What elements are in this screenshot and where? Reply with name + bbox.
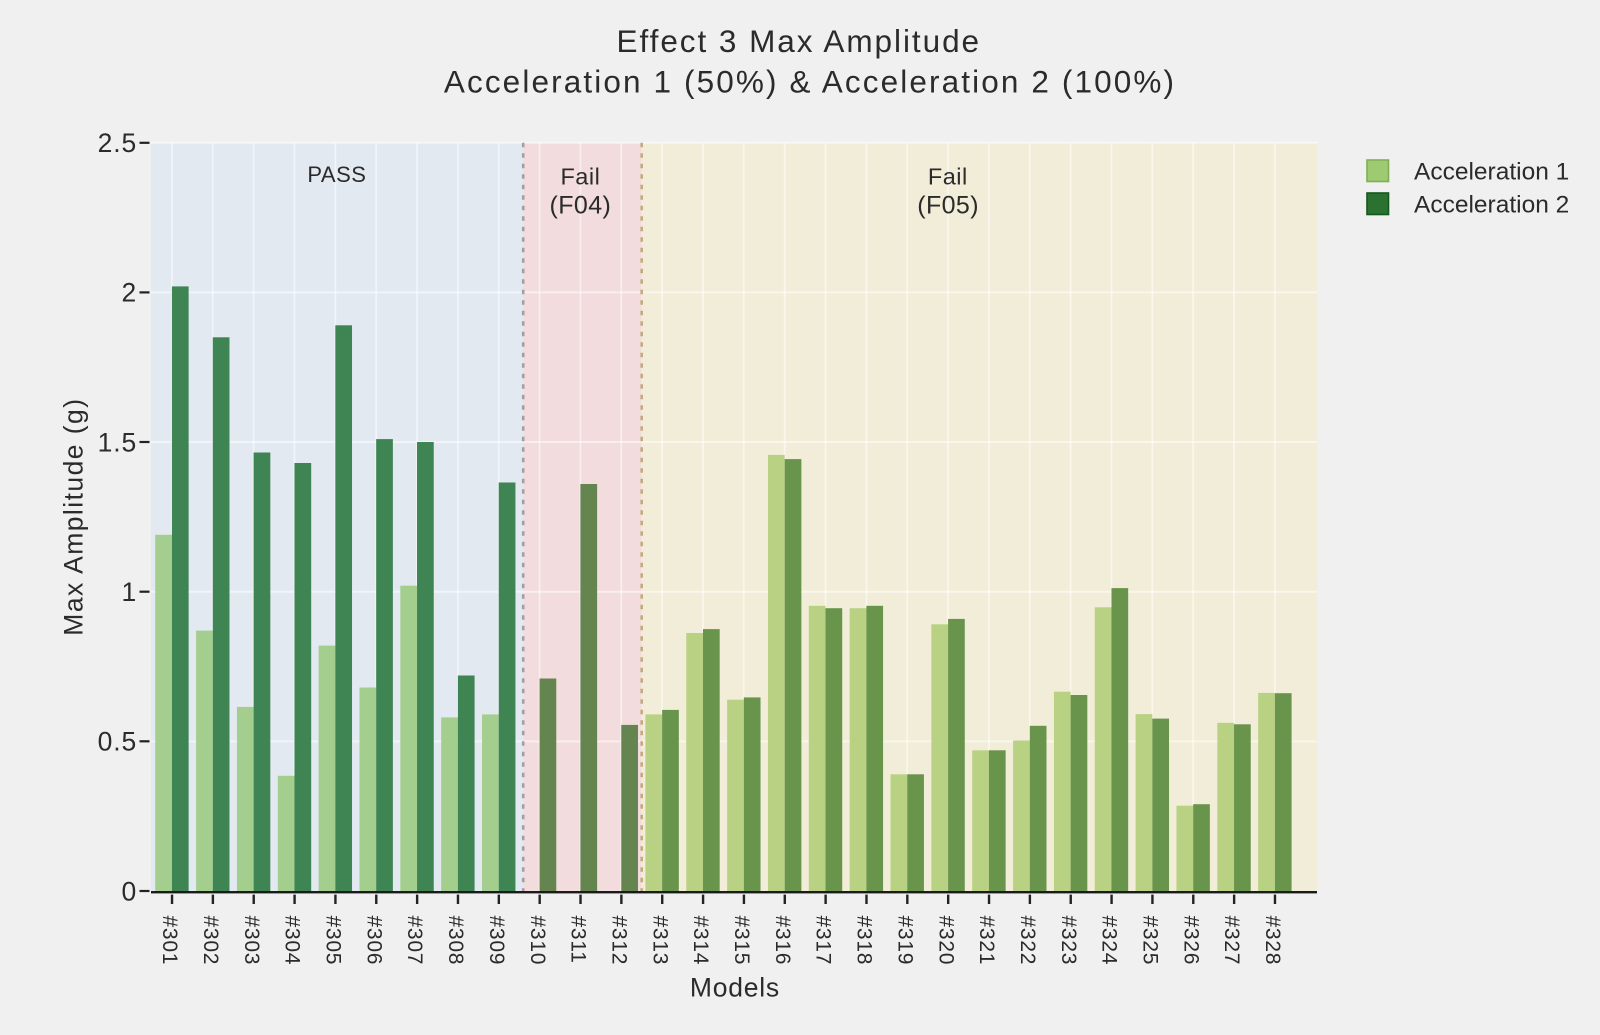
svg-text:#303: #303 <box>240 916 263 966</box>
svg-text:(F05): (F05) <box>917 192 979 220</box>
svg-text:Acceleration 1: Acceleration 1 <box>1414 159 1569 186</box>
svg-text:#316: #316 <box>771 916 794 966</box>
svg-text:2.5: 2.5 <box>98 128 138 158</box>
svg-text:Max Amplitude (g): Max Amplitude (g) <box>59 397 89 635</box>
svg-text:#318: #318 <box>853 916 876 966</box>
svg-text:Acceleration 1 (50%) & Acceler: Acceleration 1 (50%) & Acceleration 2 (1… <box>444 63 1176 99</box>
svg-text:#305: #305 <box>322 916 345 966</box>
svg-text:#307: #307 <box>403 916 426 966</box>
svg-text:#312: #312 <box>607 916 630 966</box>
svg-text:Fail: Fail <box>928 164 968 190</box>
svg-text:PASS: PASS <box>307 162 366 187</box>
svg-text:Models: Models <box>690 973 780 1003</box>
svg-text:#327: #327 <box>1220 916 1243 966</box>
svg-text:#311: #311 <box>567 916 590 964</box>
svg-text:#302: #302 <box>199 916 222 966</box>
svg-text:#314: #314 <box>689 916 712 966</box>
svg-text:1.5: 1.5 <box>98 427 138 457</box>
svg-text:#317: #317 <box>812 916 835 966</box>
svg-text:#324: #324 <box>1098 916 1121 966</box>
svg-text:#320: #320 <box>934 916 957 966</box>
svg-text:#319: #319 <box>893 916 916 966</box>
svg-text:2: 2 <box>122 278 138 308</box>
svg-text:0.5: 0.5 <box>98 727 138 757</box>
svg-text:#310: #310 <box>526 916 549 966</box>
svg-text:#309: #309 <box>485 916 508 966</box>
svg-text:#306: #306 <box>362 916 385 966</box>
svg-text:#328: #328 <box>1261 916 1284 966</box>
svg-text:#304: #304 <box>281 916 304 966</box>
svg-text:#325: #325 <box>1139 916 1162 966</box>
svg-text:Effect 3 Max Amplitude: Effect 3 Max Amplitude <box>617 23 981 59</box>
svg-text:(F04): (F04) <box>550 192 612 220</box>
svg-text:0: 0 <box>122 876 138 906</box>
svg-text:#301: #301 <box>158 916 181 966</box>
svg-text:#321: #321 <box>975 916 998 966</box>
svg-text:#322: #322 <box>1016 916 1039 966</box>
svg-text:Acceleration 2: Acceleration 2 <box>1414 192 1569 219</box>
svg-text:#313: #313 <box>648 916 671 966</box>
svg-text:#315: #315 <box>730 916 753 966</box>
svg-text:#308: #308 <box>444 916 467 966</box>
svg-text:#323: #323 <box>1057 916 1080 966</box>
svg-text:Fail: Fail <box>560 164 600 190</box>
svg-text:#326: #326 <box>1179 916 1202 966</box>
svg-text:1: 1 <box>122 577 138 607</box>
